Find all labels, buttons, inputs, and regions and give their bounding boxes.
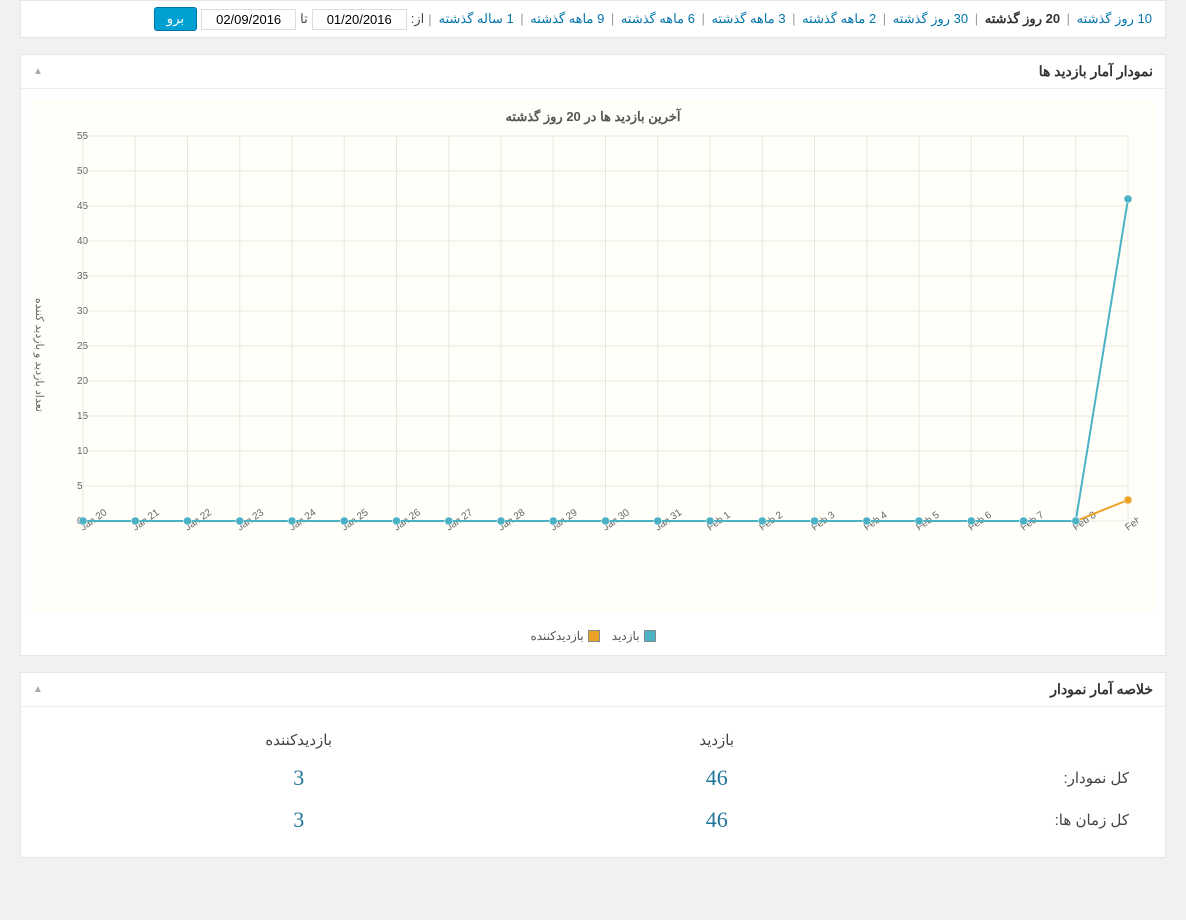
legend-swatch xyxy=(588,630,600,642)
chart-svg: 0510152025303540455055Jan 20Jan 21Jan 22… xyxy=(48,131,1138,561)
from-date-input[interactable] xyxy=(312,9,407,30)
chart-panel-title: نمودار آمار بازدید ها xyxy=(1039,63,1153,80)
range-link[interactable]: 2 ماهه گذشته xyxy=(799,11,879,26)
legend-item: بازدید xyxy=(612,629,656,643)
svg-text:5: 5 xyxy=(77,481,83,492)
separator: | xyxy=(517,11,528,26)
chart-legend: بازدید بازدیدکننده xyxy=(31,629,1155,645)
legend-label: بازدید xyxy=(612,629,640,643)
summary-panel-body: بازدیدبازدیدکننده کل نمودار:463 کل زمان ها… xyxy=(21,707,1165,857)
summary-value: 3 xyxy=(45,757,552,799)
summary-value: 3 xyxy=(45,799,552,841)
summary-column-header: بازدیدکننده xyxy=(45,723,552,757)
range-link[interactable]: 20 روز گذشته xyxy=(982,11,1063,26)
collapse-icon[interactable]: ▲ xyxy=(33,684,43,695)
chart-panel-body: آخرین بازدید ها در 20 روز گذشته 05101520… xyxy=(21,89,1165,655)
collapse-icon[interactable]: ▲ xyxy=(33,66,43,77)
filter-bar: 10 روز گذشته | 20 روز گذشته | 30 روز گذش… xyxy=(20,0,1166,38)
chart-panel-header: نمودار آمار بازدید ها ▲ xyxy=(21,55,1165,89)
summary-table: بازدیدبازدیدکننده کل نمودار:463 کل زمان ها… xyxy=(45,723,1141,841)
y-axis-label: تعداد بازدید و بازدید کننده xyxy=(33,298,46,412)
chart-title: آخرین بازدید ها در 20 روز گذشته xyxy=(31,109,1155,125)
range-link[interactable]: 10 روز گذشته xyxy=(1074,11,1155,26)
from-label: از: xyxy=(411,11,425,27)
summary-panel-title: خلاصه آمار نمودار xyxy=(1050,681,1153,698)
range-link[interactable]: 6 ماهه گذشته xyxy=(618,11,698,26)
go-button[interactable]: برو xyxy=(154,7,198,31)
range-link[interactable]: 3 ماهه گذشته xyxy=(709,11,789,26)
summary-row-label: کل زمان ها: xyxy=(881,799,1141,841)
separator: | xyxy=(879,11,890,26)
summary-value: 46 xyxy=(552,799,881,841)
range-link[interactable]: 30 روز گذشته xyxy=(890,11,971,26)
to-date-input[interactable] xyxy=(201,9,296,30)
separator: | xyxy=(698,11,709,26)
summary-panel-header: خلاصه آمار نمودار ▲ xyxy=(21,673,1165,707)
chart-area: آخرین بازدید ها در 20 روز گذشته 05101520… xyxy=(31,99,1155,611)
legend-swatch xyxy=(644,630,656,642)
separator: | xyxy=(789,11,800,26)
legend-item: بازدیدکننده xyxy=(530,629,599,643)
legend-label: بازدیدکننده xyxy=(530,629,583,643)
separator: | xyxy=(1063,11,1074,26)
to-label: تا xyxy=(300,11,308,27)
separator: | xyxy=(971,11,982,26)
range-link[interactable]: 1 ساله گذشته xyxy=(436,11,517,26)
separator: | xyxy=(428,12,431,27)
chart-panel: نمودار آمار بازدید ها ▲ آخرین بازدید ها … xyxy=(20,54,1166,656)
summary-value: 46 xyxy=(552,757,881,799)
summary-panel: خلاصه آمار نمودار ▲ بازدیدبازدیدکننده کل … xyxy=(20,672,1166,858)
summary-column-header: بازدید xyxy=(552,723,881,757)
summary-row-label: کل نمودار: xyxy=(881,757,1141,799)
separator: | xyxy=(607,11,618,26)
range-link[interactable]: 9 ماهه گذشته xyxy=(527,11,607,26)
